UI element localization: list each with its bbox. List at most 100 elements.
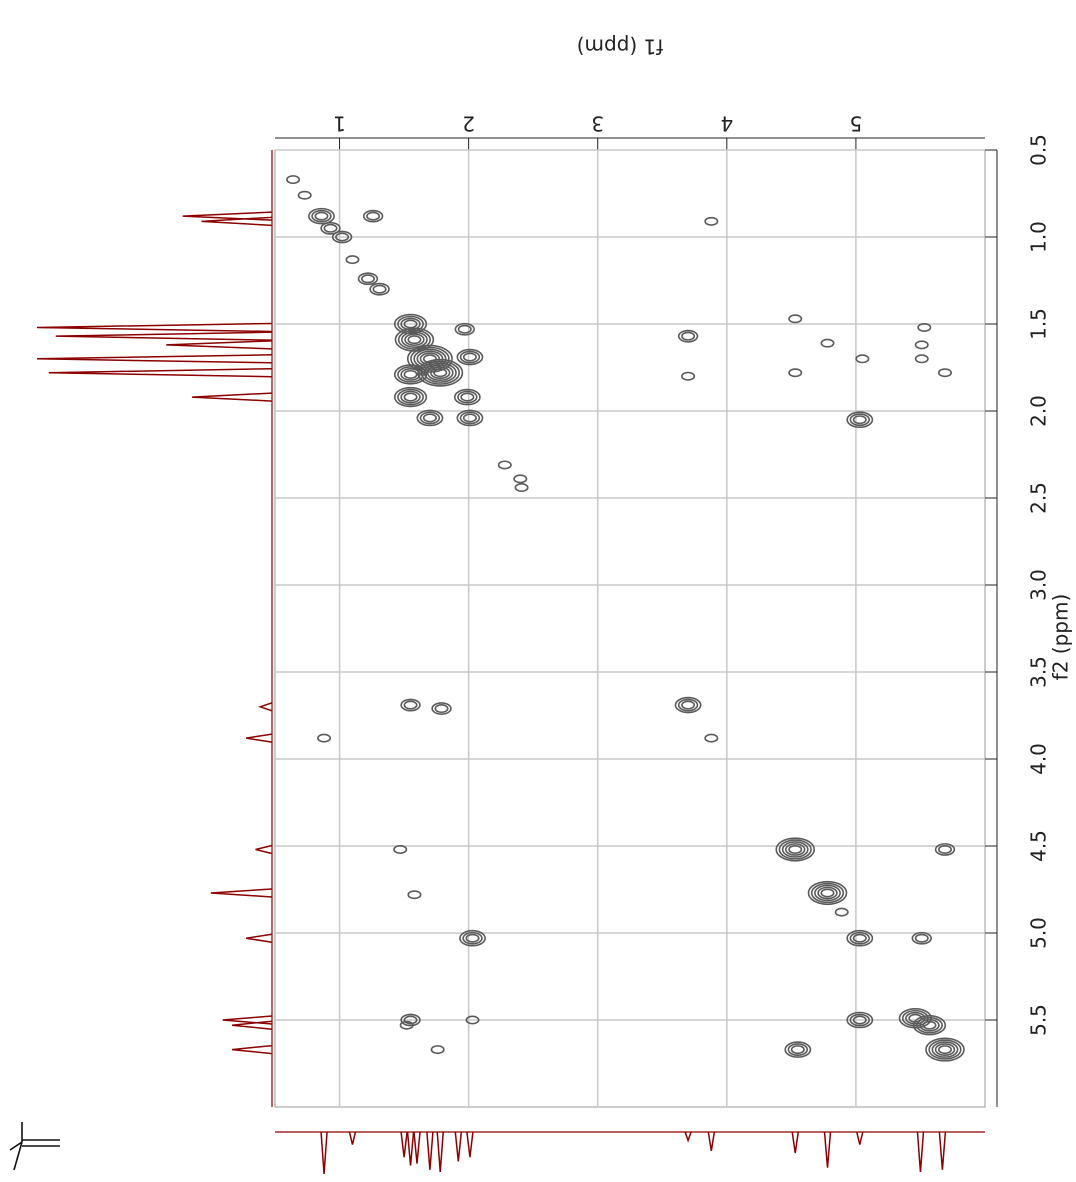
contour-ring — [817, 886, 838, 900]
projection-peak — [255, 844, 273, 855]
contour-ring — [459, 350, 481, 364]
contour-ring — [400, 1013, 421, 1027]
contour-ring — [790, 1045, 805, 1055]
projection-peak — [348, 1131, 357, 1145]
contour-ring — [855, 354, 870, 364]
contour-ring — [846, 1011, 874, 1029]
contour-ring — [460, 392, 475, 402]
contour-ring — [323, 223, 338, 233]
y-tick-label: 1.0 — [1027, 221, 1051, 253]
contour-ring — [937, 844, 952, 854]
projection-peak — [823, 1131, 832, 1168]
projection-peak — [36, 354, 273, 364]
contour-ring — [403, 700, 418, 710]
x-tick-label: 3 — [591, 112, 604, 136]
y-axis-label: f2 (ppm) — [1049, 594, 1073, 681]
projection-peak — [192, 392, 273, 402]
contour-ring — [513, 474, 528, 484]
contour-ring — [459, 929, 486, 947]
contour-ring — [810, 882, 845, 904]
projection-peak — [166, 340, 273, 350]
contour-ring — [430, 366, 451, 380]
contour-ring — [704, 733, 719, 743]
contour-ring — [433, 368, 448, 378]
contour-ring — [331, 230, 353, 244]
contour-ring — [846, 929, 874, 947]
contour-ring — [393, 844, 408, 854]
contour-ring — [781, 841, 809, 858]
contour-ring — [775, 837, 816, 862]
contour-ring — [465, 933, 480, 943]
contour-ring — [397, 388, 424, 406]
contour-ring — [462, 931, 483, 945]
contour-ring — [400, 698, 421, 712]
contour-ring — [420, 360, 461, 385]
contour-ring — [787, 1043, 809, 1056]
contour-ring — [335, 232, 350, 242]
contour-ring — [366, 211, 381, 221]
contour-ring — [362, 209, 384, 223]
contour-ring — [849, 1013, 870, 1027]
projection-peak — [406, 1131, 415, 1166]
contour-ring — [681, 371, 696, 381]
projection-peak — [320, 1131, 328, 1175]
contour-ring — [394, 327, 435, 352]
contour-ring — [919, 1018, 940, 1032]
contour-ring — [407, 890, 422, 900]
contour-ring — [400, 390, 421, 404]
contour-ring — [681, 700, 696, 710]
plot-frame — [274, 149, 986, 1108]
y-tick-label: 4.0 — [1027, 743, 1051, 775]
contour-ring — [423, 362, 457, 383]
contour-ring — [931, 1041, 959, 1058]
contour-ring — [784, 1041, 812, 1058]
x-tick-label: 1 — [333, 112, 346, 136]
contour-ring — [393, 386, 428, 408]
contour-ring — [317, 733, 332, 743]
projection-peak — [426, 1131, 434, 1170]
projection-peak — [684, 1131, 692, 1143]
contour-ring — [345, 255, 360, 265]
x-axis-label: f1 (ppm) — [577, 35, 664, 59]
contour-ring — [401, 331, 428, 348]
contour-ring — [454, 322, 475, 336]
contour-ring — [308, 207, 335, 225]
contour-ring — [704, 216, 719, 226]
projection-peak — [400, 1131, 408, 1158]
contour-ring — [397, 366, 424, 383]
contour-ring — [917, 322, 932, 332]
contour-ring — [465, 1015, 480, 1025]
x-tick-label: 5 — [850, 112, 863, 136]
contour-ring — [403, 392, 418, 402]
y-tick-label: 2.0 — [1027, 395, 1051, 427]
contour-ring — [937, 1045, 952, 1055]
contour-ring — [360, 274, 375, 284]
projection-peak — [257, 702, 273, 712]
contour-ring — [677, 329, 699, 343]
projection-peak — [201, 216, 273, 227]
contour-ring — [852, 1015, 867, 1025]
contour-ring — [403, 1015, 418, 1025]
contour-ring — [459, 411, 481, 425]
projection-peak — [454, 1131, 463, 1162]
contour-ring — [399, 1020, 414, 1030]
contour-ring — [422, 413, 437, 423]
contour-ring — [849, 413, 870, 427]
contour-ring — [434, 704, 449, 714]
x-tick-label: 4 — [720, 112, 733, 136]
contour-ring — [431, 702, 452, 715]
projection-peak — [182, 211, 273, 221]
contour-ring — [407, 335, 422, 345]
contour-ring — [297, 190, 312, 200]
contour-ring — [314, 211, 329, 221]
projection-peak — [48, 367, 273, 378]
contour-ring — [934, 843, 956, 856]
contour-ring — [311, 209, 332, 223]
y-tick-label: 5.5 — [1027, 1004, 1051, 1036]
contour-ring — [453, 388, 481, 406]
contour-ring — [820, 888, 835, 898]
contour-ring — [788, 368, 803, 378]
contour-ring — [914, 340, 929, 350]
contour-ring — [914, 933, 929, 943]
